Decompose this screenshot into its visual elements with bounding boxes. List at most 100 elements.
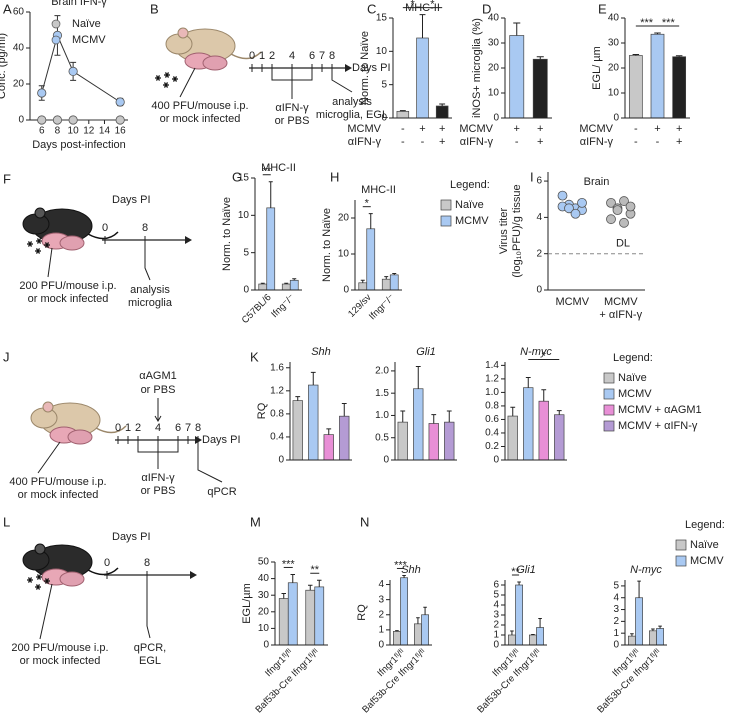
x-tick-label: 8 [55, 126, 61, 137]
y-tick-label: 15 [238, 173, 250, 184]
y-tick-label: 40 [608, 13, 620, 24]
panel-letter: J [3, 349, 10, 364]
y-tick-label: 50 [258, 557, 270, 568]
bar [508, 634, 516, 646]
infection-symbol [36, 238, 42, 244]
legend-swatch [675, 555, 687, 567]
y-tick-label: 20 [338, 213, 350, 224]
x-tick-label: MCMV [555, 296, 589, 308]
y-tick-label: 20 [488, 63, 500, 74]
treatment-text: αIFN-γ [141, 472, 175, 484]
treatment-bracket [271, 72, 313, 81]
y-tick-label: 0 [493, 640, 499, 651]
infection-symbol [44, 578, 50, 584]
timeline-day: 0 [249, 50, 255, 62]
timeline-day: 0 [104, 557, 110, 569]
chart-title: N-myc [520, 346, 552, 358]
error-bar [284, 282, 289, 285]
mouse-tail [95, 425, 127, 434]
error-bar [402, 574, 406, 578]
error-bar [307, 584, 313, 591]
y-tick-label: 20 [258, 606, 270, 617]
timeline-arrow [190, 571, 197, 579]
error-bar [658, 625, 662, 629]
y-tick-label: 2 [536, 248, 542, 259]
y-tick-label: 1.6 [270, 362, 284, 373]
data-point [115, 97, 125, 107]
bar [397, 421, 408, 461]
bar [278, 598, 289, 646]
mouse-head [165, 33, 193, 55]
x-axis-label: Days post-infection [32, 139, 126, 151]
data-point [68, 115, 78, 125]
data-point [115, 115, 125, 125]
error-bar [556, 410, 562, 415]
condition-mark: - [401, 123, 405, 135]
data-point [612, 205, 623, 216]
condition-mark: + [514, 123, 520, 135]
y-tick-label: 30 [258, 590, 270, 601]
infection-arrow [179, 67, 196, 98]
error-bar [538, 618, 542, 628]
y-tick-label: 1.5 [375, 388, 389, 399]
significance-label: ** [310, 564, 319, 576]
error-bar [510, 406, 516, 417]
significance-label: *** [282, 558, 296, 570]
bar [308, 384, 319, 461]
significance-label: *** [662, 17, 676, 29]
bar [509, 35, 525, 119]
chart-title: Shh [311, 346, 331, 358]
pup [202, 55, 228, 71]
data-point [570, 208, 581, 219]
chart-title: Shh [401, 564, 421, 576]
mouse-ear [34, 207, 46, 219]
timeline-day: 2 [269, 50, 275, 62]
timeline-day: 1 [259, 50, 265, 62]
infection-text: or mock infected [160, 113, 241, 125]
y-tick-label: 0 [613, 640, 619, 651]
condition-mark: + [676, 123, 682, 135]
y-tick-label: 4 [493, 600, 499, 611]
x-tick-label: Ifng⁻/⁻ [269, 292, 297, 320]
bar [381, 278, 391, 291]
data-point [625, 201, 636, 212]
error-bar [400, 410, 406, 423]
legend-swatch [603, 388, 615, 400]
y-tick-label: 15 [376, 13, 388, 24]
infection-symbol [44, 242, 50, 248]
bar [421, 614, 429, 646]
infection-text: or mock infected [28, 293, 109, 305]
error-bar [368, 213, 373, 229]
legend-title: Legend: [613, 352, 653, 364]
bar [413, 388, 424, 461]
y-tick-label: 40 [258, 573, 270, 584]
error-bar [292, 278, 297, 281]
error-bar [651, 628, 655, 631]
y-tick-label: 1.2 [270, 385, 284, 396]
mouse-head [30, 407, 58, 429]
bar [536, 627, 544, 646]
bar [650, 33, 665, 119]
timeline-day: 2 [135, 422, 141, 434]
condition-mark: - [401, 136, 405, 148]
chart-title: MHC-II [261, 162, 296, 174]
x-tick-label: + αIFN-γ [599, 309, 642, 321]
infection-symbol [27, 241, 33, 247]
legend-label: MCMV [690, 555, 724, 567]
y-tick-label: 0.8 [270, 409, 284, 420]
y-tick-label: 40 [488, 13, 500, 24]
condition-mark: + [419, 123, 425, 135]
y-axis-label: Virus titer [498, 208, 510, 255]
infection-arrow [39, 583, 53, 640]
error-bar [268, 181, 273, 208]
bar [444, 421, 455, 461]
arrow-head [154, 415, 162, 422]
timeline-day: 4 [289, 50, 295, 62]
y-tick-label: 0.6 [485, 414, 499, 425]
timeline-day: 8 [329, 50, 335, 62]
legend-swatch [440, 215, 452, 227]
condition-mark: + [676, 136, 682, 148]
y-axis-label: EGL/ µm [591, 46, 603, 90]
panel-letter: F [3, 171, 11, 186]
